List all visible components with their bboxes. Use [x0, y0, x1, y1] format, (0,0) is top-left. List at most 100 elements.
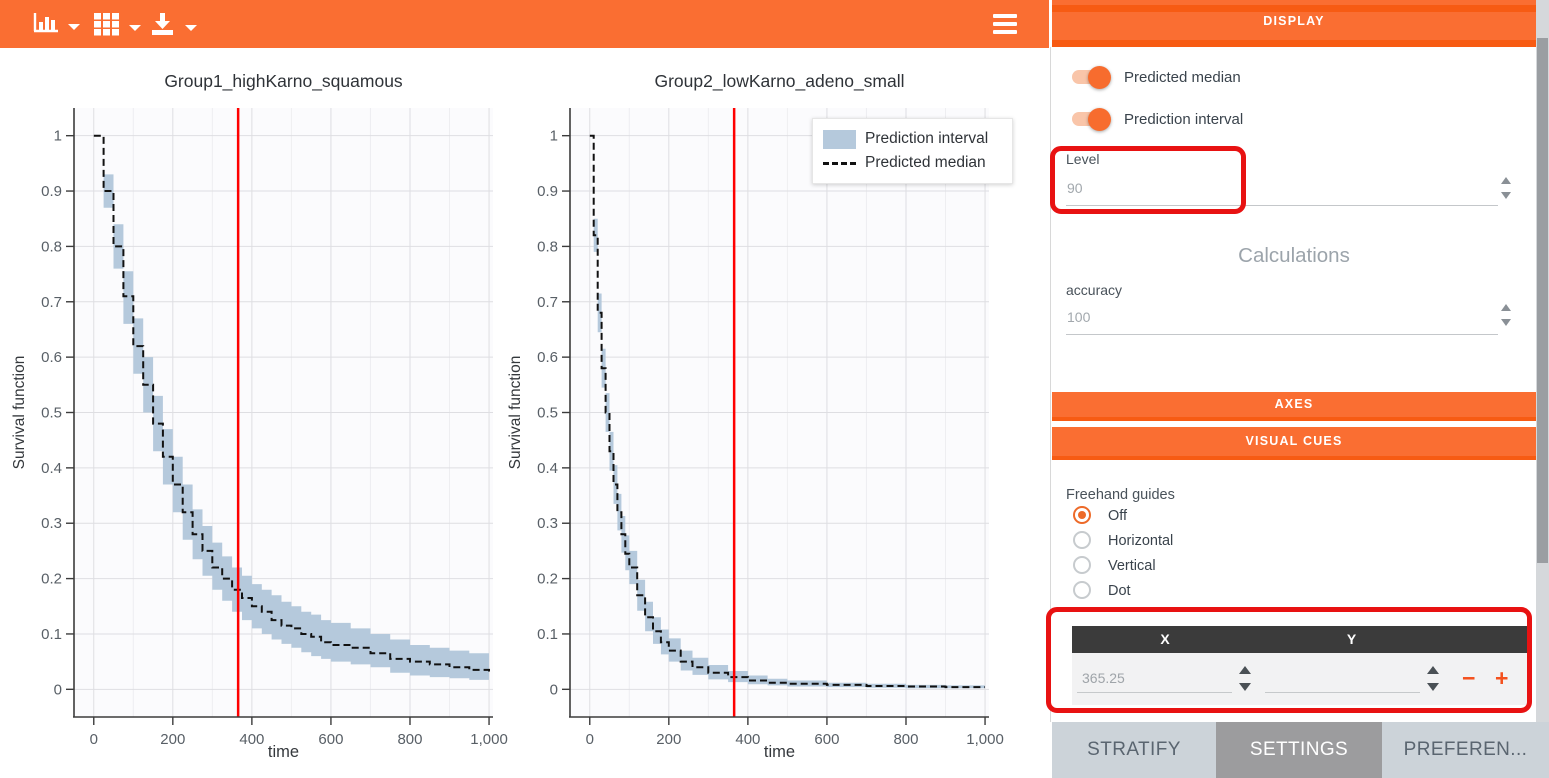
predicted-median-toggle[interactable] [1072, 65, 1111, 89]
accuracy-spin-down-icon[interactable] [1501, 319, 1511, 326]
bar-chart-icon [32, 12, 59, 39]
radio-off[interactable] [1073, 506, 1091, 524]
x-spin-up-icon[interactable] [1239, 666, 1251, 674]
display-section-title: DISPLAY [1263, 14, 1325, 28]
svg-text:600: 600 [814, 731, 839, 748]
svg-text:0.1: 0.1 [41, 626, 62, 643]
survival-chart-group2: 0 0.1 0.2 0.3 0.4 0.5 0.6 0.7 0.8 0.9 1 0 200 400 600 8… [507, 71, 1004, 761]
toggle-knob-icon [1088, 107, 1111, 131]
prediction-interval-toggle-label: Prediction interval [1124, 111, 1244, 128]
svg-text:Group2_lowKarno_adeno_small: Group2_lowKarno_adeno_small [654, 71, 904, 92]
radio-off-label: Off [1108, 508, 1128, 524]
add-guide-button[interactable]: + [1495, 665, 1509, 691]
prediction-interval-swatch [823, 129, 856, 149]
svg-text:0.6: 0.6 [41, 349, 62, 366]
svg-text:time: time [268, 743, 299, 761]
panel-scrollbar[interactable] [1536, 0, 1549, 722]
svg-text:0.6: 0.6 [537, 349, 558, 366]
svg-text:0: 0 [54, 681, 62, 698]
freehand-guides-label: Freehand guides [1066, 487, 1175, 503]
table-header-row: X Y [1072, 626, 1530, 653]
x-coordinate-input[interactable]: 365.25 [1082, 670, 1125, 686]
survival-chart-group1: 0 0.1 0.2 0.3 0.4 0.5 0.6 0.7 0.8 0.9 1 0 200 400 600 8… [0, 48, 515, 778]
tab-stratify[interactable]: STRATIFY [1087, 739, 1181, 760]
radio-vertical-label: Vertical [1108, 558, 1156, 574]
scrollbar-thumb[interactable] [1537, 38, 1548, 563]
y-spin-up-icon[interactable] [1427, 666, 1439, 674]
column-header-y: Y [1346, 631, 1357, 647]
radio-vertical[interactable] [1073, 556, 1091, 574]
svg-text:0: 0 [550, 681, 558, 698]
download-icon [149, 12, 176, 41]
survival-chart-group2: 0 0.1 0.2 0.3 0.4 0.5 0.6 0.7 0.8 0.9 1 0 200 400 600 8… [496, 48, 1011, 778]
y-spin-down-icon[interactable] [1427, 683, 1439, 691]
display-section-header[interactable]: DISPLAY [1052, 0, 1536, 47]
svg-text:600: 600 [318, 731, 343, 748]
toggle-knob-icon [1088, 65, 1111, 89]
chevron-down-icon [185, 25, 197, 31]
radio-dot-label: Dot [1108, 583, 1131, 599]
svg-text:Survival function: Survival function [507, 356, 524, 470]
svg-text:0.9: 0.9 [537, 183, 558, 200]
layout-grid-button[interactable] [93, 12, 141, 41]
svg-text:0.3: 0.3 [41, 515, 62, 532]
chevron-down-icon [68, 24, 80, 30]
svg-text:400: 400 [735, 731, 760, 748]
level-spin-down-icon[interactable] [1501, 192, 1511, 199]
level-field-value[interactable]: 90 [1067, 180, 1083, 196]
prediction-interval-toggle[interactable] [1072, 107, 1111, 131]
svg-text:0.7: 0.7 [537, 294, 558, 311]
grid-icon [93, 12, 120, 41]
svg-text:0.9: 0.9 [41, 183, 62, 200]
chart-type-button[interactable] [32, 12, 80, 39]
axes-section-header[interactable]: AXES [1052, 392, 1536, 421]
accuracy-spin-up-icon[interactable] [1501, 304, 1511, 311]
svg-text:800: 800 [893, 731, 918, 748]
svg-text:0.5: 0.5 [537, 405, 558, 422]
settings-panel: DISPLAY Predicted median Prediction inte… [1052, 0, 1549, 778]
tab-preferences[interactable]: PREFEREN... [1403, 739, 1528, 760]
radio-horizontal[interactable] [1073, 531, 1091, 549]
hamburger-icon [993, 14, 1017, 18]
remove-guide-button[interactable]: − [1462, 665, 1476, 691]
svg-text:200: 200 [656, 731, 681, 748]
menu-button[interactable] [993, 14, 1017, 34]
column-header-x: X [1160, 631, 1170, 647]
tab-settings[interactable]: SETTINGS [1216, 722, 1382, 778]
x-spin-down-icon[interactable] [1239, 683, 1251, 691]
svg-text:0.3: 0.3 [537, 515, 558, 532]
legend-item: Prediction interval [823, 127, 1002, 151]
level-spin-up-icon[interactable] [1501, 177, 1511, 184]
calculations-heading: Calculations [1238, 244, 1350, 267]
main-toolbar [0, 0, 1049, 48]
svg-text:0.4: 0.4 [41, 460, 62, 477]
svg-text:0.4: 0.4 [537, 460, 558, 477]
charts-area: 0 0.1 0.2 0.3 0.4 0.5 0.6 0.7 0.8 0.9 1 0 200 400 600 8… [0, 48, 1049, 778]
svg-text:1,000: 1,000 [966, 731, 1004, 748]
level-field-underline [1066, 205, 1498, 206]
x-input-underline [1077, 692, 1232, 693]
predicted-median-toggle-label: Predicted median [1124, 69, 1241, 86]
svg-text:0.8: 0.8 [537, 238, 558, 255]
guide-coordinates-table: X Y 365.25 − + [1072, 626, 1530, 705]
svg-text:Group1_highKarno_squamous: Group1_highKarno_squamous [164, 71, 403, 92]
bottom-tab-bar: STRATIFY SETTINGS PREFEREN... [1052, 722, 1549, 778]
chevron-down-icon [129, 25, 141, 31]
legend-label: Prediction interval [865, 130, 989, 147]
svg-text:0.2: 0.2 [537, 571, 558, 588]
svg-text:0.7: 0.7 [41, 294, 62, 311]
svg-text:800: 800 [397, 731, 422, 748]
panel-divider [1050, 47, 1051, 722]
radio-dot[interactable] [1073, 581, 1091, 599]
svg-text:0: 0 [586, 731, 594, 748]
y-input-underline [1265, 692, 1420, 693]
legend-item: Predicted median [823, 151, 1002, 175]
svg-text:time: time [764, 743, 795, 761]
level-field-label: Level [1066, 151, 1100, 167]
download-button[interactable] [149, 12, 197, 41]
accuracy-field-value[interactable]: 100 [1067, 309, 1091, 325]
visual-cues-section-header[interactable]: VISUAL CUES [1052, 427, 1536, 460]
svg-text:1,000: 1,000 [470, 731, 508, 748]
survival-chart-group1: 0 0.1 0.2 0.3 0.4 0.5 0.6 0.7 0.8 0.9 1 0 200 400 600 8… [11, 71, 508, 761]
